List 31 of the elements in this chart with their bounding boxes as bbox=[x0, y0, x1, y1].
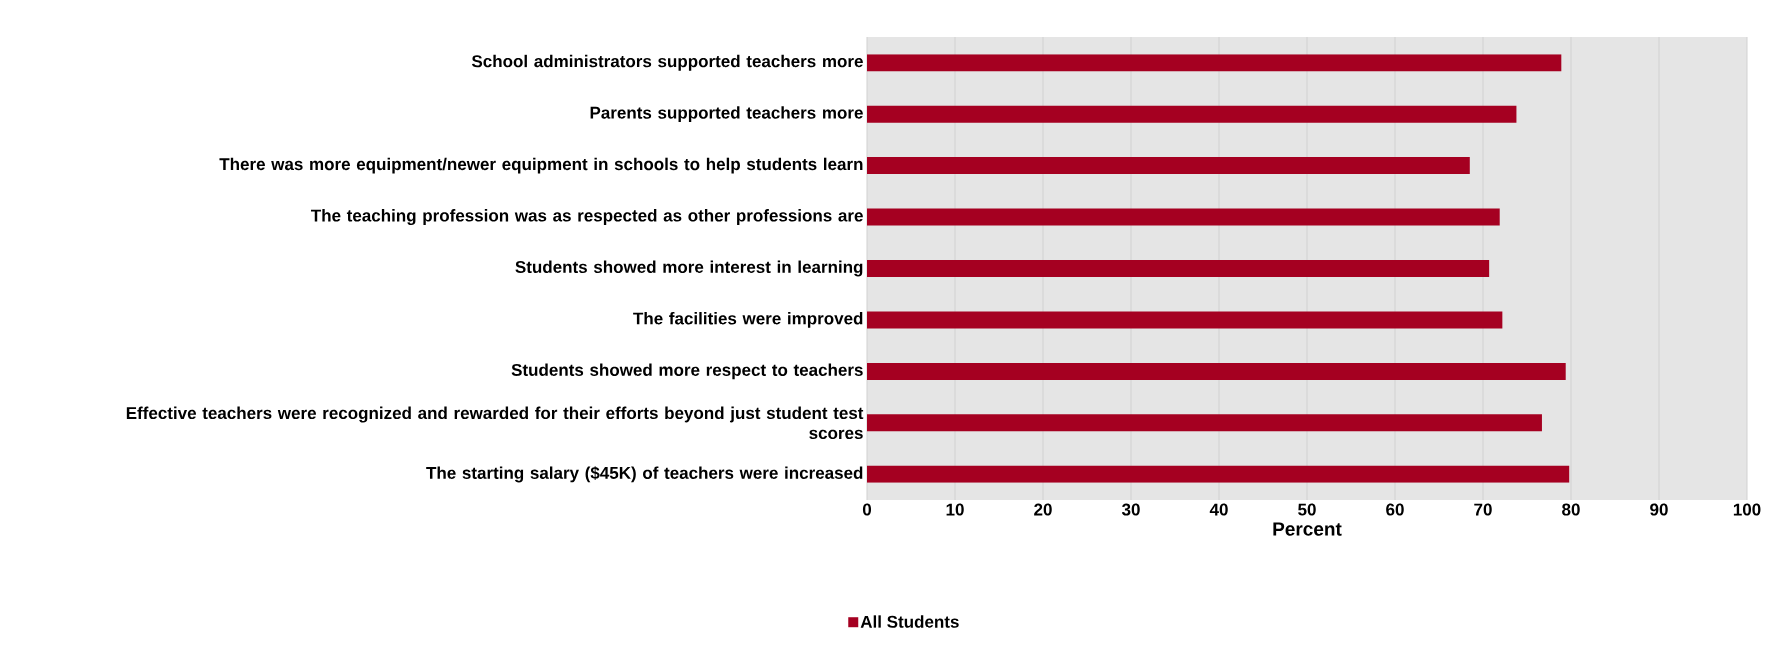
bar bbox=[867, 157, 1470, 175]
y-tick-label: There was more equipment/newer equipment in schools to help students learn bbox=[219, 157, 863, 174]
x-tick-label: 10 bbox=[946, 503, 964, 516]
bar bbox=[867, 311, 1503, 329]
x-tick-label: 70 bbox=[1474, 503, 1492, 516]
bar bbox=[867, 260, 1490, 277]
bar bbox=[867, 54, 1562, 72]
y-tick-label: Parents supported teachers more bbox=[590, 106, 863, 123]
x-tick-label: 50 bbox=[1298, 503, 1316, 516]
x-tick-label: 60 bbox=[1386, 503, 1404, 516]
x-tick-label: 30 bbox=[1121, 503, 1140, 516]
x-tick-label: 0 bbox=[862, 503, 872, 516]
y-tick-label: The facilities were improved bbox=[633, 312, 863, 328]
y-tick-label: School administrators supported teachers more bbox=[471, 54, 863, 71]
bar bbox=[867, 362, 1566, 380]
x-tick-label: 100 bbox=[1733, 503, 1761, 516]
y-tick-label: Students showed more interest in learning bbox=[515, 260, 863, 277]
x-axis-title: Percent bbox=[1273, 522, 1342, 536]
legend-label: All Students bbox=[860, 615, 959, 628]
bar bbox=[867, 208, 1500, 226]
bar bbox=[867, 414, 1542, 432]
bar bbox=[867, 105, 1517, 123]
x-tick-label: 90 bbox=[1650, 503, 1668, 516]
y-tick-label: Students showed more respect to teachers bbox=[511, 363, 863, 380]
x-tick-label: 80 bbox=[1562, 503, 1580, 516]
x-tick-label: 40 bbox=[1209, 503, 1228, 516]
y-tick-label: The starting salary ($45K) of teachers were increased bbox=[426, 466, 863, 483]
y-tick-label: The teaching profession was as respected as other professions are bbox=[310, 209, 863, 226]
y-tick-label: Effective teachers were recognized and rewarded for their efforts beyond just student test scores bbox=[126, 406, 864, 440]
bar bbox=[867, 465, 1570, 483]
x-tick-label: 20 bbox=[1034, 503, 1052, 516]
